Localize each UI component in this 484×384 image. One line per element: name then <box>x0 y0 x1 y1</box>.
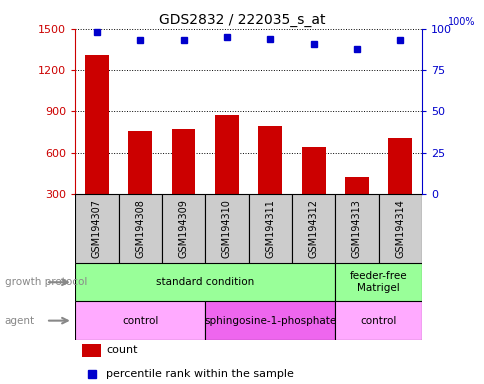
Bar <box>248 194 291 263</box>
Bar <box>301 147 325 194</box>
Text: GSM194311: GSM194311 <box>265 199 274 258</box>
Bar <box>344 177 368 194</box>
Text: GSM194308: GSM194308 <box>135 199 145 258</box>
Text: feeder-free
Matrigel: feeder-free Matrigel <box>349 271 407 293</box>
Text: GSM194313: GSM194313 <box>351 199 361 258</box>
Bar <box>258 126 282 194</box>
Bar <box>75 194 118 263</box>
Text: GDS2832 / 222035_s_at: GDS2832 / 222035_s_at <box>159 13 325 27</box>
Bar <box>118 194 162 263</box>
Bar <box>205 301 334 340</box>
Bar <box>171 129 195 194</box>
Text: count: count <box>106 346 137 356</box>
Bar <box>334 194 378 263</box>
Text: GSM194314: GSM194314 <box>394 199 405 258</box>
Bar <box>388 137 411 194</box>
Bar <box>334 301 421 340</box>
Text: GSM194312: GSM194312 <box>308 199 318 258</box>
Text: agent: agent <box>5 316 35 326</box>
Text: standard condition: standard condition <box>156 277 254 287</box>
Bar <box>214 116 238 194</box>
Bar <box>128 131 152 194</box>
Text: GSM194307: GSM194307 <box>91 199 102 258</box>
Bar <box>75 301 205 340</box>
Bar <box>85 55 108 194</box>
Text: percentile rank within the sample: percentile rank within the sample <box>106 369 294 379</box>
Text: control: control <box>122 316 158 326</box>
Bar <box>75 263 334 301</box>
Bar <box>334 263 421 301</box>
Bar <box>205 194 248 263</box>
Text: growth protocol: growth protocol <box>5 277 87 287</box>
Text: 100%: 100% <box>447 17 474 27</box>
Text: GSM194310: GSM194310 <box>222 199 231 258</box>
Text: sphingosine-1-phosphate: sphingosine-1-phosphate <box>204 316 336 326</box>
Bar <box>378 194 421 263</box>
Text: control: control <box>360 316 396 326</box>
Bar <box>82 344 101 357</box>
Text: GSM194309: GSM194309 <box>178 199 188 258</box>
Bar <box>291 194 334 263</box>
Bar <box>162 194 205 263</box>
